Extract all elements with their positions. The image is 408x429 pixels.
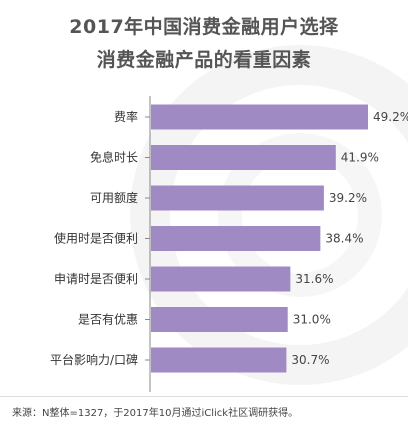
bar — [151, 145, 336, 170]
category-label: 平台影响力/口碑 — [50, 352, 138, 367]
value-label: 39.2% — [329, 191, 367, 205]
footer-divider — [0, 396, 408, 397]
source-note: 来源：N整体=1327，于2017年10月通过iClick社区调研获得。 — [12, 408, 299, 419]
chart-title-line-1: 2017年中国消费金融用户选择 — [69, 16, 339, 38]
category-label: 使用时是否便利 — [54, 231, 138, 246]
value-label: 49.2% — [373, 110, 408, 124]
value-label: 30.7% — [291, 353, 329, 367]
category-label: 可用额度 — [90, 190, 138, 205]
value-label: 41.9% — [341, 151, 379, 165]
value-label: 31.6% — [295, 272, 333, 286]
bar — [151, 104, 368, 130]
bar — [151, 266, 291, 292]
value-label: 38.4% — [325, 232, 363, 246]
category-label: 免息时长 — [90, 150, 138, 165]
value-label: 31.0% — [293, 313, 331, 327]
bar-chart: 费率 49.2% 免息时长 41.9% 可用额度 39.2% 使用时是否便利 38.4% 申请时… — [50, 96, 408, 392]
category-label: 申请时是否便利 — [54, 272, 138, 286]
category-label: 费率 — [114, 109, 138, 124]
bar — [151, 347, 287, 373]
bar — [151, 185, 324, 211]
bar — [151, 226, 321, 251]
chart-title-line-2: 消费金融产品的看重因素 — [96, 49, 312, 71]
bar — [151, 307, 288, 332]
category-label: 是否有优惠 — [78, 313, 138, 327]
